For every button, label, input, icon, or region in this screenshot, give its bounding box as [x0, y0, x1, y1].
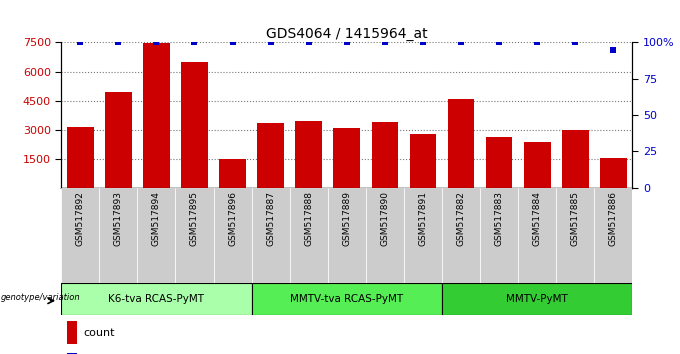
Bar [371, 122, 398, 188]
FancyBboxPatch shape [442, 188, 480, 283]
FancyBboxPatch shape [61, 283, 252, 315]
Text: genotype/variation: genotype/variation [1, 293, 81, 302]
Point [341, 40, 352, 45]
Point [608, 47, 619, 53]
Text: GSM517891: GSM517891 [418, 192, 428, 246]
Bar [524, 142, 551, 188]
Point [494, 40, 505, 45]
Bar [143, 44, 170, 188]
Text: GSM517888: GSM517888 [304, 192, 313, 246]
Text: GSM517882: GSM517882 [456, 192, 466, 246]
Text: GSM517890: GSM517890 [380, 192, 390, 246]
Bar [486, 137, 513, 188]
Text: K6-tva RCAS-PyMT: K6-tva RCAS-PyMT [108, 294, 205, 304]
FancyBboxPatch shape [252, 283, 442, 315]
Bar [219, 159, 246, 188]
Point [570, 40, 581, 45]
Text: GSM517884: GSM517884 [532, 192, 542, 246]
FancyBboxPatch shape [442, 283, 632, 315]
FancyBboxPatch shape [252, 188, 290, 283]
Bar [67, 127, 94, 188]
Text: GSM517887: GSM517887 [266, 192, 275, 246]
Bar [257, 123, 284, 188]
Point [532, 40, 543, 45]
Bar [409, 135, 437, 188]
Text: GSM517886: GSM517886 [609, 192, 618, 246]
Bar [105, 92, 132, 188]
Bar [295, 121, 322, 188]
FancyBboxPatch shape [404, 188, 442, 283]
Text: GSM517883: GSM517883 [494, 192, 504, 246]
Text: GSM517896: GSM517896 [228, 192, 237, 246]
Text: count: count [83, 328, 114, 338]
FancyBboxPatch shape [61, 188, 99, 283]
Text: GSM517885: GSM517885 [571, 192, 580, 246]
FancyBboxPatch shape [214, 188, 252, 283]
Point [303, 40, 314, 45]
Text: GSM517893: GSM517893 [114, 192, 123, 246]
FancyBboxPatch shape [366, 188, 404, 283]
FancyBboxPatch shape [328, 188, 366, 283]
Text: GSM517894: GSM517894 [152, 192, 161, 246]
Text: GSM517895: GSM517895 [190, 192, 199, 246]
Bar [562, 130, 589, 188]
Bar [67, 321, 78, 344]
Text: GSM517889: GSM517889 [342, 192, 352, 246]
Bar [181, 62, 208, 188]
Point [113, 40, 124, 45]
Point [227, 40, 238, 45]
Bar [333, 128, 360, 188]
FancyBboxPatch shape [480, 188, 518, 283]
Point [379, 40, 390, 45]
FancyBboxPatch shape [556, 188, 594, 283]
Point [151, 40, 162, 45]
FancyBboxPatch shape [594, 188, 632, 283]
Text: GSM517892: GSM517892 [75, 192, 85, 246]
Text: MMTV-tva RCAS-PyMT: MMTV-tva RCAS-PyMT [290, 294, 403, 304]
FancyBboxPatch shape [290, 188, 328, 283]
Bar [447, 99, 475, 188]
Text: MMTV-PyMT: MMTV-PyMT [507, 294, 568, 304]
Point [265, 40, 276, 45]
FancyBboxPatch shape [99, 188, 137, 283]
Point [189, 40, 200, 45]
Point [456, 40, 466, 45]
Bar [67, 353, 78, 354]
Title: GDS4064 / 1415964_at: GDS4064 / 1415964_at [266, 28, 428, 41]
Point [418, 40, 428, 45]
Bar [600, 158, 627, 188]
FancyBboxPatch shape [137, 188, 175, 283]
Point [75, 40, 86, 45]
FancyBboxPatch shape [518, 188, 556, 283]
FancyBboxPatch shape [175, 188, 214, 283]
